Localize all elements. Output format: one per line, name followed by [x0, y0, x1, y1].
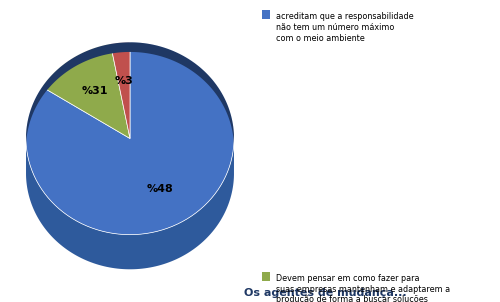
Text: Devem pensar em como fazer para
suas empresas mantenham e adaptarem a
produção d: Devem pensar em como fazer para suas emp…: [276, 274, 452, 302]
Polygon shape: [26, 42, 234, 148]
Text: %3: %3: [115, 76, 134, 86]
FancyBboxPatch shape: [262, 271, 270, 281]
Polygon shape: [110, 42, 130, 139]
FancyBboxPatch shape: [262, 10, 270, 19]
Polygon shape: [26, 140, 234, 269]
Text: %48: %48: [146, 184, 174, 194]
Text: acreditam que a responsabilidade
não tem um número máximo
com o meio ambiente: acreditam que a responsabilidade não tem…: [276, 12, 413, 43]
Polygon shape: [42, 44, 130, 139]
Text: Os agentes de mudança...: Os agentes de mudança...: [244, 288, 407, 298]
Text: %31: %31: [82, 86, 108, 96]
Polygon shape: [26, 42, 234, 235]
